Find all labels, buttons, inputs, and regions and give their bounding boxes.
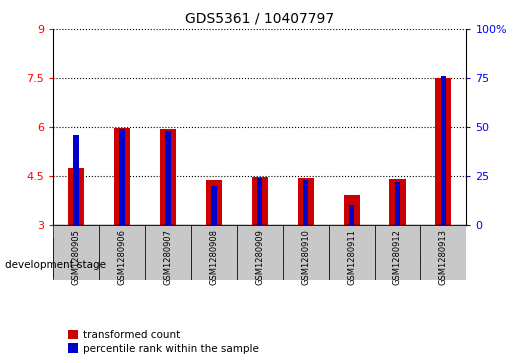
Bar (298, 178, 314, 225)
Bar (343, 195, 359, 225)
FancyBboxPatch shape (420, 225, 466, 280)
Bar (303, 180, 308, 225)
Text: GSM1280906: GSM1280906 (118, 229, 126, 285)
Text: development stage: development stage (5, 260, 107, 270)
Bar (436, 78, 452, 225)
Bar (252, 177, 268, 225)
FancyBboxPatch shape (329, 225, 375, 280)
Bar (160, 129, 176, 225)
FancyBboxPatch shape (99, 225, 145, 280)
Bar (68, 168, 84, 225)
Bar (73, 135, 79, 225)
FancyBboxPatch shape (53, 238, 191, 277)
Bar (257, 178, 262, 225)
Text: GSM1280913: GSM1280913 (439, 229, 448, 285)
Bar (349, 205, 355, 225)
Bar (114, 128, 130, 225)
Bar (395, 182, 400, 225)
FancyBboxPatch shape (282, 225, 329, 280)
Bar (390, 179, 405, 225)
Text: GSM1280905: GSM1280905 (72, 229, 81, 285)
FancyBboxPatch shape (237, 225, 282, 280)
Bar (165, 131, 171, 225)
Text: GSM1280907: GSM1280907 (163, 229, 172, 285)
FancyBboxPatch shape (191, 238, 329, 277)
FancyBboxPatch shape (375, 225, 420, 280)
Legend: transformed count, percentile rank within the sample: transformed count, percentile rank withi… (64, 326, 263, 358)
FancyBboxPatch shape (329, 238, 466, 277)
Bar (211, 186, 217, 225)
FancyBboxPatch shape (191, 225, 237, 280)
Text: GSM1280912: GSM1280912 (393, 229, 402, 285)
Text: GSM1280909: GSM1280909 (255, 229, 264, 285)
Bar (206, 180, 222, 225)
FancyBboxPatch shape (145, 225, 191, 280)
Title: GDS5361 / 10407797: GDS5361 / 10407797 (185, 11, 334, 25)
Text: involution (day3): involution (day3) (353, 253, 442, 263)
Text: GSM1280911: GSM1280911 (347, 229, 356, 285)
Text: GSM1280910: GSM1280910 (301, 229, 310, 285)
Text: GSM1280908: GSM1280908 (209, 229, 218, 285)
Text: nulliparous (week 8): nulliparous (week 8) (69, 253, 175, 263)
Bar (440, 76, 446, 225)
Text: lactation (day 5): lactation (day 5) (217, 253, 303, 263)
FancyBboxPatch shape (53, 225, 99, 280)
Bar (119, 129, 125, 225)
